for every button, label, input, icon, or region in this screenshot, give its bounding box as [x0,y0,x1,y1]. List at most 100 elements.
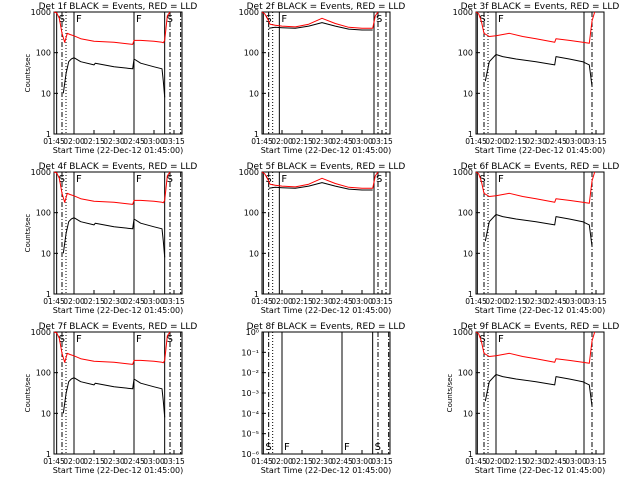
x-tick-label: 03:00 [565,457,587,466]
x-tick-label: 02:45 [545,137,567,146]
x-tick-label: 02:30 [103,297,125,306]
x-tick-label: 02:15 [291,297,313,306]
y-tick-label: 100 [458,369,473,378]
x-tick-label: 03:15 [585,137,607,146]
y-tick-label: 1 [46,450,51,459]
x-tick-label: 02:30 [311,137,333,146]
marker-label: F [281,174,287,185]
y-tick-label: 100 [36,209,51,218]
series-events-line [484,374,593,407]
x-tick-label: 03:00 [143,457,165,466]
y-tick-label: 10⁻⁶ [241,450,259,459]
y-tick-label: 100 [36,49,51,58]
y-axis-label: Counts/sec [446,374,454,413]
x-tick-label: 02:30 [103,137,125,146]
x-axis-label: Start Time (22-Dec-12 01:45:00) [475,146,606,155]
x-tick-label: 01:45 [251,297,273,306]
panel-title: Det 9f BLACK = Events, RED = LLD [461,322,620,332]
panel-9: Det 9f BLACK = Events, RED = LLD 1 10 100 10… [446,322,619,475]
x-tick-label: 02:30 [311,297,333,306]
series-lld-line [53,171,171,205]
y-tick-label: 100 [244,209,259,218]
x-tick-label: 02:45 [123,137,145,146]
y-tick-label: 100 [458,49,473,58]
plot-frame [261,171,391,295]
y-tick-label: 1 [468,450,473,459]
x-axis-label: Start Time (22-Dec-12 01:45:00) [53,306,184,315]
panel-title: Det 8f BLACK = Events, RED = LLD [247,322,406,332]
x-tick-label: 02:00 [63,297,85,306]
y-tick-label: 1000 [31,8,51,17]
x-tick-label: 01:45 [251,457,273,466]
x-tick-label: 02:30 [311,457,333,466]
y-tick-label: 1 [468,130,473,139]
series-lld-line [261,171,379,189]
panel-title: Det 5f BLACK = Events, RED = LLD [247,162,406,172]
y-tick-label: 10⁻¹ [241,348,259,357]
y-tick-label: 1 [46,290,51,299]
y-tick-label: 10 [41,409,51,418]
x-tick-label: 02:15 [291,137,313,146]
x-tick-label: 02:45 [545,297,567,306]
series-events-line [268,22,373,31]
y-tick-label: 1 [254,290,259,299]
y-tick-label: 1000 [239,8,259,17]
plot-frame [261,331,391,455]
panel-5: Det 5f BLACK = Events, RED = LLD 1 10 100 10… [239,162,406,315]
x-tick-label: 02:30 [525,297,547,306]
panel-title: Det 1f BLACK = Events, RED = LLD [39,2,198,12]
x-tick-label: 02:15 [505,297,527,306]
x-tick-label: 03:00 [351,297,373,306]
marker-label: S [479,14,485,25]
y-tick-label: 10 [249,249,259,258]
y-tick-label: 10 [463,249,473,258]
y-tick-label: 1000 [453,8,473,17]
x-tick-label: 02:45 [331,457,353,466]
series-lld-line [475,171,596,204]
marker-label: F [498,14,504,25]
x-tick-label: 03:15 [585,457,607,466]
panel-title: Det 7f BLACK = Events, RED = LLD [39,322,198,332]
x-axis-label: Start Time (22-Dec-12 01:45:00) [261,306,392,315]
y-tick-label: 10 [463,409,473,418]
x-tick-label: 02:45 [545,457,567,466]
marker-label: F [498,174,504,185]
x-tick-label: 03:00 [351,457,373,466]
marker-label: F [136,334,142,345]
x-tick-label: 01:45 [43,297,65,306]
marker-label: S [479,334,485,345]
y-tick-label: 10 [463,89,473,98]
marker-label: F [76,174,82,185]
marker-label: F [136,174,142,185]
x-tick-label: 03:15 [163,297,185,306]
marker-label: F [284,442,290,453]
marker-label: S [265,442,271,453]
x-tick-label: 02:00 [63,457,85,466]
marker-label: F [344,442,350,453]
y-tick-label: 10 [249,89,259,98]
y-axis-label: Counts/sec [24,214,32,253]
series-events-line [268,182,373,191]
series-events-line [62,217,166,258]
plot-frame [475,11,605,135]
x-tick-label: 02:15 [505,137,527,146]
x-tick-label: 02:45 [331,297,353,306]
y-tick-label: 1 [46,130,51,139]
y-tick-label: 1 [254,130,259,139]
plot-frame [53,171,183,295]
x-tick-label: 01:45 [465,457,487,466]
x-tick-label: 03:15 [163,457,185,466]
x-tick-label: 01:45 [251,137,273,146]
panel-7: Det 7f BLACK = Events, RED = LLD 1 10 100 10… [24,322,197,475]
y-tick-label: 10⁻² [241,369,259,378]
y-tick-label: 1 [468,290,473,299]
x-axis-label: Start Time (22-Dec-12 01:45:00) [475,466,606,475]
series-events-line [62,57,166,98]
x-tick-label: 02:00 [63,137,85,146]
marker-label: S [479,174,485,185]
series-events-line [484,54,593,87]
x-tick-label: 02:45 [123,457,145,466]
series-lld-line [53,11,171,45]
